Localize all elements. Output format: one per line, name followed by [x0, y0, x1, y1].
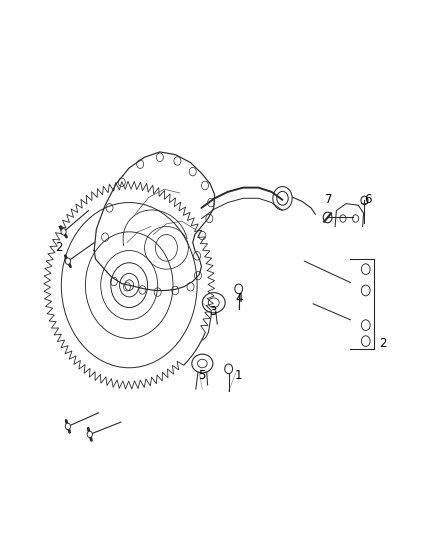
Text: 2: 2 [379, 337, 387, 350]
Text: 4: 4 [235, 292, 243, 305]
Text: 3: 3 [209, 305, 216, 318]
Circle shape [87, 431, 92, 438]
Text: 5: 5 [198, 369, 205, 382]
Circle shape [65, 423, 71, 430]
Text: 1: 1 [235, 369, 243, 382]
Text: 7: 7 [325, 193, 332, 206]
Text: 2: 2 [55, 241, 63, 254]
Circle shape [61, 229, 66, 235]
Text: 6: 6 [364, 193, 372, 206]
Circle shape [65, 258, 71, 264]
